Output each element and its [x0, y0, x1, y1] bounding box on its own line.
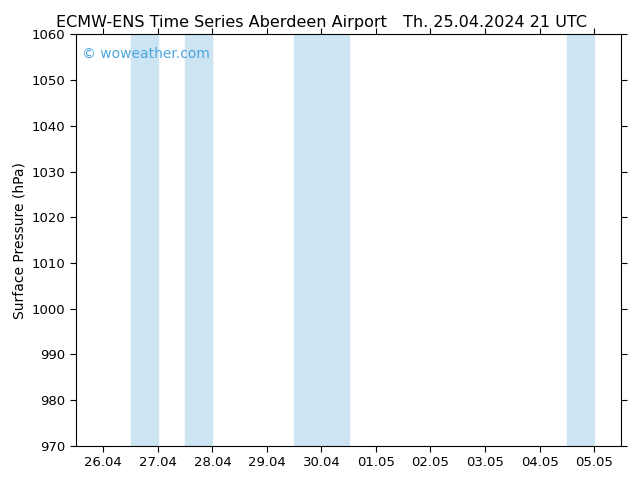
Bar [294, 34, 349, 446]
Text: Th. 25.04.2024 21 UTC: Th. 25.04.2024 21 UTC [403, 15, 586, 30]
Text: © woweather.com: © woweather.com [82, 47, 209, 61]
Y-axis label: Surface Pressure (hPa): Surface Pressure (hPa) [12, 162, 27, 318]
Bar [185, 34, 212, 446]
Bar [131, 34, 158, 446]
Text: ECMW-ENS Time Series Aberdeen Airport: ECMW-ENS Time Series Aberdeen Airport [56, 15, 387, 30]
Bar [567, 34, 594, 446]
